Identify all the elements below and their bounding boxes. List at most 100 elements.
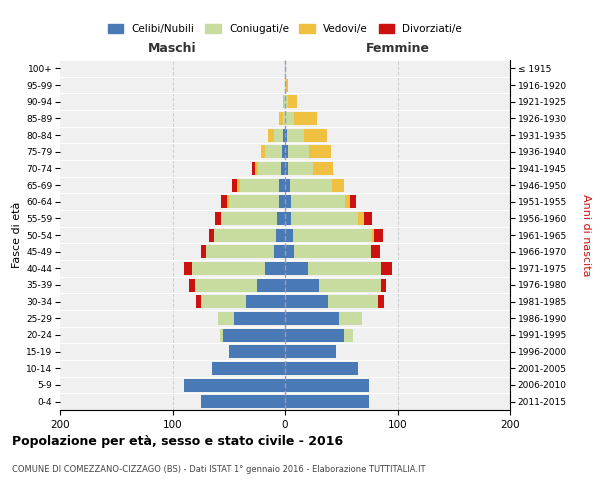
Bar: [191, 262, 265, 275]
Bar: [374, 228, 383, 241]
Bar: [184, 378, 285, 392]
Text: Femmine: Femmine: [365, 42, 430, 55]
Bar: [285, 345, 335, 358]
Bar: [343, 328, 353, 342]
Bar: [209, 228, 214, 241]
Bar: [280, 178, 285, 192]
Bar: [294, 245, 371, 258]
Bar: [285, 112, 294, 125]
Bar: [229, 345, 285, 358]
Bar: [200, 395, 285, 408]
Bar: [274, 245, 285, 258]
Bar: [285, 162, 289, 175]
Bar: [200, 245, 206, 258]
Bar: [223, 328, 285, 342]
Bar: [190, 278, 195, 291]
Bar: [220, 328, 223, 342]
Text: Maschi: Maschi: [148, 42, 197, 55]
Bar: [371, 228, 374, 241]
Bar: [290, 212, 358, 225]
Bar: [364, 212, 371, 225]
Bar: [304, 128, 326, 141]
Bar: [280, 195, 285, 208]
Bar: [274, 128, 283, 141]
Bar: [283, 95, 284, 108]
Bar: [206, 245, 274, 258]
Bar: [280, 112, 283, 125]
Bar: [240, 178, 280, 192]
Bar: [339, 312, 361, 325]
Bar: [285, 145, 289, 158]
Bar: [285, 378, 370, 392]
Bar: [290, 178, 332, 192]
Bar: [289, 95, 298, 108]
Bar: [285, 95, 289, 108]
Text: Popolazione per età, sesso e stato civile - 2016: Popolazione per età, sesso e stato civil…: [12, 435, 343, 448]
Y-axis label: Fasce di età: Fasce di età: [12, 202, 22, 268]
Bar: [294, 112, 317, 125]
Bar: [285, 62, 286, 75]
Bar: [285, 278, 319, 291]
Bar: [285, 245, 294, 258]
Bar: [262, 145, 265, 158]
Bar: [379, 295, 384, 308]
Bar: [285, 195, 290, 208]
Bar: [265, 262, 285, 275]
Bar: [308, 145, 331, 158]
Bar: [218, 312, 235, 325]
Bar: [371, 245, 380, 258]
Bar: [358, 212, 364, 225]
Bar: [227, 195, 229, 208]
Bar: [319, 278, 380, 291]
Bar: [285, 178, 290, 192]
Bar: [283, 128, 285, 141]
Bar: [285, 328, 343, 342]
Bar: [285, 262, 308, 275]
Bar: [344, 195, 350, 208]
Bar: [285, 312, 339, 325]
Legend: Celibi/Nubili, Coniugati/e, Vedovi/e, Divorziati/e: Celibi/Nubili, Coniugati/e, Vedovi/e, Di…: [104, 20, 466, 38]
Bar: [285, 212, 290, 225]
Bar: [290, 195, 344, 208]
Bar: [332, 178, 343, 192]
Bar: [308, 262, 380, 275]
Bar: [196, 295, 200, 308]
Bar: [286, 78, 289, 92]
Bar: [281, 162, 285, 175]
Bar: [195, 278, 257, 291]
Bar: [285, 362, 358, 375]
Bar: [232, 178, 236, 192]
Bar: [268, 128, 274, 141]
Bar: [265, 145, 281, 158]
Bar: [253, 162, 254, 175]
Bar: [221, 195, 227, 208]
Bar: [285, 295, 328, 308]
Bar: [200, 295, 245, 308]
Bar: [328, 295, 379, 308]
Bar: [285, 78, 286, 92]
Bar: [245, 295, 285, 308]
Y-axis label: Anni di nascita: Anni di nascita: [581, 194, 591, 276]
Bar: [287, 128, 304, 141]
Bar: [380, 262, 392, 275]
Bar: [285, 128, 287, 141]
Bar: [380, 278, 386, 291]
Bar: [289, 145, 308, 158]
Bar: [184, 262, 191, 275]
Bar: [276, 228, 285, 241]
Bar: [313, 162, 334, 175]
Bar: [289, 162, 313, 175]
Text: COMUNE DI COMEZZANO-CIZZAGO (BS) - Dati ISTAT 1° gennaio 2016 - Elaborazione TUT: COMUNE DI COMEZZANO-CIZZAGO (BS) - Dati …: [12, 465, 425, 474]
Bar: [236, 178, 240, 192]
Bar: [283, 112, 285, 125]
Bar: [350, 195, 356, 208]
Bar: [285, 395, 370, 408]
Bar: [293, 228, 371, 241]
Bar: [212, 362, 285, 375]
Bar: [258, 162, 281, 175]
Bar: [229, 195, 280, 208]
Bar: [284, 95, 285, 108]
Bar: [281, 145, 285, 158]
Bar: [277, 212, 285, 225]
Bar: [221, 212, 277, 225]
